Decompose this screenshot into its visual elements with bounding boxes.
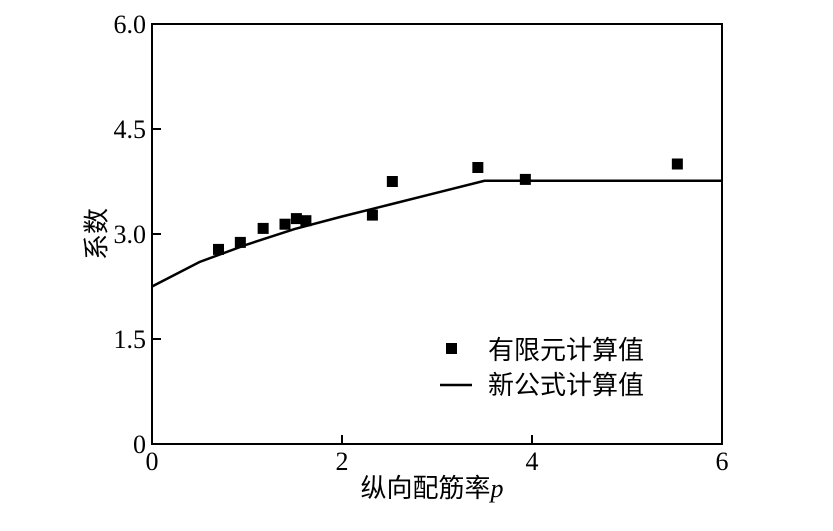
fem-point bbox=[279, 218, 291, 230]
tick-labels: 0 2 4 6 0 1.5 3.0 4.5 6.0 bbox=[114, 10, 729, 476]
y-tick-label: 6.0 bbox=[114, 10, 147, 39]
x-axis-title-text: 纵向配筋率 bbox=[360, 474, 490, 504]
fem-point bbox=[213, 243, 224, 255]
fem-point bbox=[234, 236, 246, 248]
fem-point bbox=[290, 213, 302, 225]
formula-line bbox=[151, 179, 722, 288]
fem-point bbox=[671, 158, 683, 170]
fem-point bbox=[472, 162, 484, 173]
x-tick-label: 2 bbox=[336, 447, 349, 476]
y-axis-title: 系数 bbox=[83, 208, 113, 260]
x-axis-title-variable: p bbox=[489, 474, 504, 503]
y-tick-label: 3.0 bbox=[114, 220, 147, 249]
legend-marker-square bbox=[446, 343, 457, 354]
y-tick-label: 0 bbox=[133, 430, 146, 459]
tick-marks bbox=[151, 23, 723, 445]
legend: 有限元计算值 新公式计算值 bbox=[440, 336, 644, 401]
fem-point bbox=[519, 173, 531, 185]
legend-label-fem: 有限元计算值 bbox=[488, 336, 644, 366]
fem-point bbox=[300, 215, 312, 227]
line-series bbox=[151, 179, 722, 288]
fem-point bbox=[386, 176, 398, 187]
x-axis-title: 纵向配筋率p bbox=[360, 474, 503, 504]
x-tick-label: 6 bbox=[716, 447, 729, 476]
y-tick-label: 1.5 bbox=[114, 325, 147, 354]
scatter-series bbox=[213, 158, 683, 255]
legend-label-formula: 新公式计算值 bbox=[488, 371, 644, 401]
fem-point bbox=[257, 222, 269, 234]
fem-point bbox=[366, 209, 378, 221]
x-tick-label: 0 bbox=[146, 447, 159, 476]
x-tick-label: 4 bbox=[526, 447, 539, 476]
y-tick-label: 4.5 bbox=[114, 115, 147, 144]
